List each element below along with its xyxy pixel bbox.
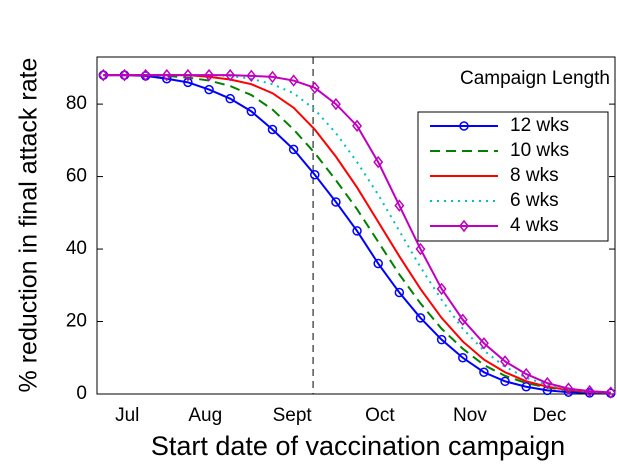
y-axis-label: % reduction in final attack rate <box>15 58 43 393</box>
data-point <box>394 287 405 298</box>
data-point <box>605 386 616 399</box>
y-tick-label: 80 <box>66 93 87 114</box>
data-point <box>119 68 130 82</box>
data-point <box>267 124 278 135</box>
series-line <box>103 74 611 394</box>
data-point <box>457 313 468 326</box>
x-tick-label: Jul <box>115 405 139 426</box>
data-point <box>182 68 193 82</box>
x-tick-label: Nov <box>453 405 487 426</box>
data-point <box>500 355 511 368</box>
data-point <box>331 197 341 207</box>
data-point <box>436 334 447 345</box>
legend-label: 10 wks <box>510 140 569 161</box>
plot-frame <box>96 56 616 395</box>
y-tick-label: 40 <box>66 238 87 259</box>
legend-marker <box>459 219 469 233</box>
data-point <box>521 382 531 392</box>
data-point <box>478 337 489 350</box>
x-tick-label: Aug <box>188 405 222 426</box>
y-tick-label: 20 <box>66 311 87 332</box>
data-point <box>500 376 510 387</box>
data-point <box>352 226 362 236</box>
data-point <box>288 74 299 87</box>
data-point <box>246 69 257 83</box>
x-axis-label: Start date of vaccination campaign <box>151 431 565 461</box>
data-point <box>204 84 214 95</box>
data-point <box>204 68 215 82</box>
data-point <box>415 242 426 256</box>
data-point <box>542 376 553 390</box>
data-point <box>436 282 447 296</box>
legend-marker <box>459 121 469 131</box>
data-point <box>373 155 384 169</box>
data-point <box>288 144 299 155</box>
legend-label: 12 wks <box>510 115 569 136</box>
x-tick-label: Oct <box>365 405 395 426</box>
data-point <box>309 81 320 95</box>
data-point <box>140 68 151 82</box>
data-point <box>161 68 172 82</box>
data-point <box>521 367 532 381</box>
data-point <box>394 199 405 212</box>
data-point <box>458 353 468 363</box>
data-point <box>584 384 595 398</box>
data-point <box>479 367 489 378</box>
data-point <box>98 68 109 82</box>
x-tick-label: Dec <box>533 405 567 426</box>
data-point <box>267 70 278 84</box>
data-point <box>563 382 574 395</box>
data-point <box>352 119 363 133</box>
data-point <box>310 170 320 180</box>
legend-label: 8 wks <box>510 165 559 186</box>
data-point <box>373 258 383 269</box>
series-line <box>103 74 611 395</box>
legend-title: Campaign Length <box>460 68 610 89</box>
y-tick-label: 60 <box>66 166 87 187</box>
data-point <box>225 93 235 104</box>
data-point <box>415 313 426 323</box>
legend-label: 6 wks <box>510 190 559 211</box>
data-point <box>330 97 341 111</box>
series-line <box>103 74 611 394</box>
data-point <box>246 106 257 117</box>
x-tick-label: Sept <box>273 405 313 426</box>
data-point <box>225 68 236 82</box>
y-tick-label: 0 <box>76 383 87 404</box>
legend-label: 4 wks <box>510 215 559 236</box>
